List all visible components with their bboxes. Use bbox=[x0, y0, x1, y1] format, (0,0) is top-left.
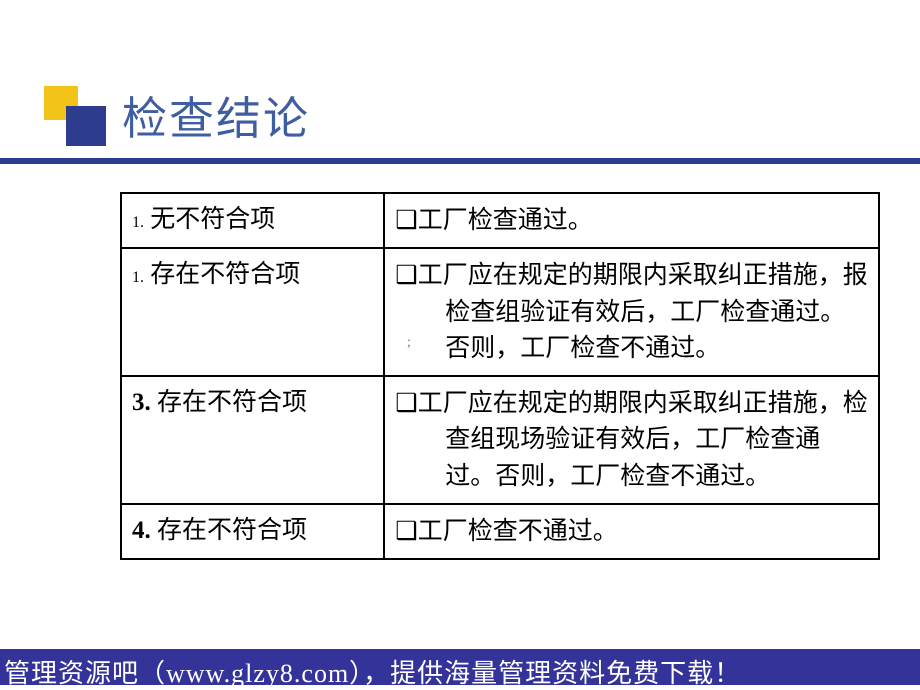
decor-blue-square bbox=[66, 106, 106, 146]
condition-cell: 1. 存在不符合项 bbox=[121, 248, 384, 376]
row-number: 4. bbox=[132, 517, 151, 544]
conclusion-table: 1. 无不符合项 ❑工厂检查通过。 1. 存在不符合项 ❑工厂应在规定的期限内采… bbox=[120, 192, 880, 560]
condition-cell: 1. 无不符合项 bbox=[121, 193, 384, 248]
condition-text: 存在不符合项 bbox=[157, 517, 307, 544]
condition-text: 存在不符合项 bbox=[150, 261, 300, 288]
table-row: 4. 存在不符合项 ❑工厂检查不通过。 bbox=[121, 504, 879, 559]
checkbox-icon: ❑ bbox=[395, 206, 417, 234]
table-row: 3. 存在不符合项 ❑工厂应在规定的期限内采取纠正措施，检查组现场验证有效后，工… bbox=[121, 376, 879, 504]
result-cell: ❑工厂检查通过。 bbox=[384, 193, 879, 248]
result-text: 工厂检查通过。 bbox=[418, 207, 593, 234]
condition-text: 无不符合项 bbox=[150, 206, 275, 233]
checkbox-icon: ❑ bbox=[395, 389, 417, 417]
table-row: 1. 存在不符合项 ❑工厂应在规定的期限内采取纠正措施，报检查组验证有效后，工厂… bbox=[121, 248, 879, 376]
row-number: 1. bbox=[132, 269, 144, 286]
checkbox-icon: ❑ bbox=[395, 517, 417, 545]
condition-cell: 4. 存在不符合项 bbox=[121, 504, 384, 559]
row-number: 3. bbox=[132, 389, 151, 416]
result-text: 工厂应在规定的期限内采取纠正措施，检查组现场验证有效后，工厂检查通过。否则，工厂… bbox=[418, 390, 868, 490]
result-text: 工厂检查不通过。 bbox=[418, 518, 618, 545]
condition-text: 存在不符合项 bbox=[157, 389, 307, 416]
result-cell: ❑工厂检查不通过。 bbox=[384, 504, 879, 559]
result-text: 工厂应在规定的期限内采取纠正措施，报检查组验证有效后，工厂检查通过。否则，工厂检… bbox=[418, 262, 868, 362]
slide-header: 检查结论 bbox=[0, 0, 920, 168]
slide-title: 检查结论 bbox=[122, 82, 310, 147]
condition-cell: 3. 存在不符合项 bbox=[121, 376, 384, 504]
checkbox-icon: ❑ bbox=[395, 261, 417, 289]
footer-text: 管理资源吧（www.glzy8.com），提供海量管理资料免费下载！ bbox=[0, 653, 920, 690]
result-cell: ❑工厂应在规定的期限内采取纠正措施，报检查组验证有效后，工厂检查通过。否则，工厂… bbox=[384, 248, 879, 376]
result-cell: ❑工厂应在规定的期限内采取纠正措施，检查组现场验证有效后，工厂检查通过。否则，工… bbox=[384, 376, 879, 504]
table-row: 1. 无不符合项 ❑工厂检查通过。 bbox=[121, 193, 879, 248]
row-number: 1. bbox=[132, 214, 144, 231]
header-underline bbox=[0, 158, 920, 164]
